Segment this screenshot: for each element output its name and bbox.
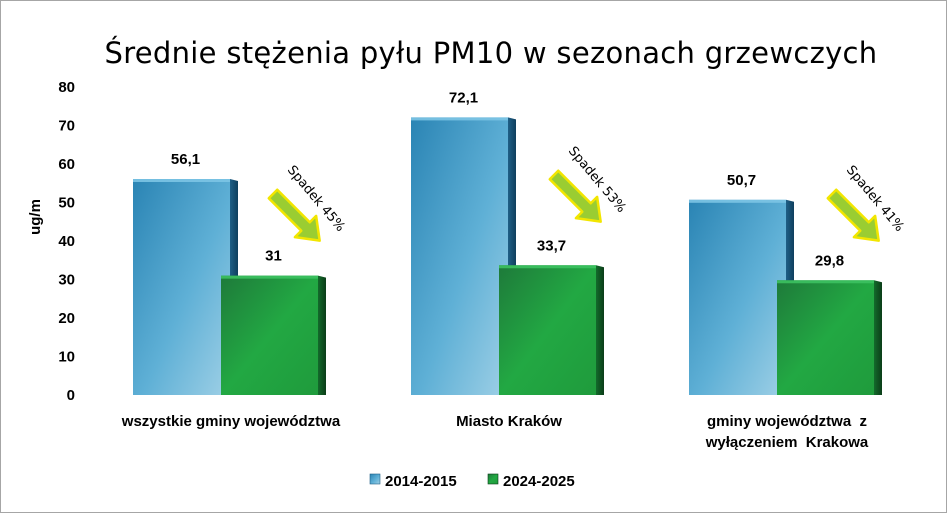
bar-top-edge	[221, 275, 318, 279]
data-label: 33,7	[537, 237, 566, 254]
legend-item-2024-2025: 2024-2025	[487, 473, 575, 490]
bar-front-face	[777, 280, 874, 395]
y-tick-label: 40	[58, 233, 75, 250]
legend-label-2014-2015: 2014-2015	[385, 473, 457, 490]
legend-item-2014-2015: 2014-2015	[369, 473, 457, 490]
y-tick-labels: 0 10 20 30 40 50 60 70 80	[58, 79, 75, 404]
category-label: Miasto Kraków	[456, 413, 562, 430]
bar-side-face	[874, 280, 882, 395]
category-label: wszystkie gminy województwa	[121, 413, 341, 430]
bar-2024-2025-1	[221, 275, 326, 395]
bar-2024-2025-3	[777, 280, 882, 395]
arrow-shape	[826, 188, 880, 242]
y-tick-label: 80	[58, 79, 75, 96]
legend: 2014-2015 2024-2025	[369, 473, 575, 490]
data-label: 50,7	[727, 172, 756, 189]
bar-front-face	[411, 117, 508, 395]
y-tick-label: 60	[58, 156, 75, 173]
y-tick-label: 30	[58, 272, 75, 289]
y-axis-label: ug/m	[27, 199, 44, 235]
data-label: 31	[265, 248, 282, 265]
decline-arrow-1	[267, 188, 321, 242]
y-tick-label: 10	[58, 349, 75, 366]
bar-2024-2025-2	[499, 265, 604, 395]
bars	[133, 117, 882, 395]
chart-title: Średnie stężenia pyłu PM10 w sezonach gr…	[104, 36, 877, 70]
category-label: gminy województwa z	[707, 413, 867, 430]
y-tick-label: 0	[67, 387, 75, 404]
bar-side-face	[318, 275, 326, 395]
bar-front-face	[133, 179, 230, 395]
category-label: wyłączeniem Krakowa	[705, 434, 869, 451]
bar-2014-2015-2	[411, 117, 516, 395]
decline-arrows	[267, 169, 880, 242]
y-tick-label: 70	[58, 118, 75, 135]
legend-swatch-2024-2025	[487, 473, 499, 485]
bar-side-face	[596, 265, 604, 395]
bar-top-edge	[689, 199, 786, 203]
decline-arrow-2	[548, 169, 602, 223]
data-label: 56,1	[171, 151, 200, 168]
y-tick-label: 20	[58, 310, 75, 327]
arrow-shape	[267, 188, 321, 242]
bar-front-face	[689, 199, 786, 395]
arrow-shape	[548, 169, 602, 223]
bar-top-edge	[777, 280, 874, 284]
data-label: 72,1	[449, 89, 478, 106]
data-label: 29,8	[815, 252, 844, 269]
legend-swatch-2014-2015	[369, 473, 381, 485]
bar-front-face	[499, 265, 596, 395]
data-labels: 56,1 72,1 50,7 31 33,7 29,8	[171, 89, 844, 269]
bar-top-edge	[411, 117, 508, 121]
decline-arrow-3	[826, 188, 880, 242]
bar-top-edge	[133, 179, 230, 183]
bar-top-edge	[499, 265, 596, 269]
y-tick-label: 50	[58, 195, 75, 212]
legend-label-2024-2025: 2024-2025	[503, 473, 575, 490]
category-labels: wszystkie gminy województwa Miasto Kraków…	[121, 413, 869, 451]
bar-front-face	[221, 275, 318, 395]
